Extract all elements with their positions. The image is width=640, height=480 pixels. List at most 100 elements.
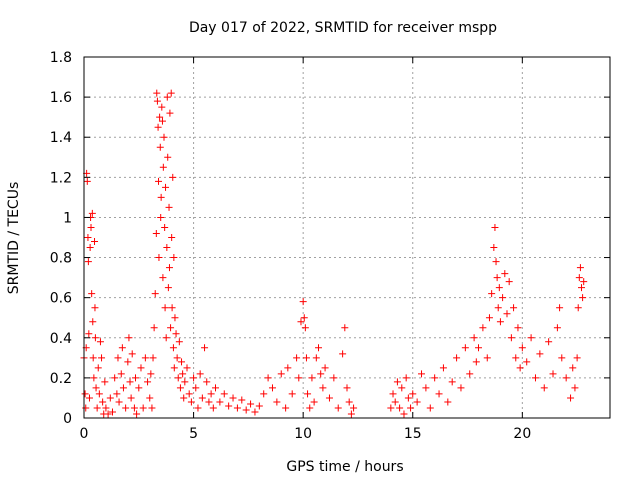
- data-point: [453, 354, 461, 362]
- data-point: [431, 374, 439, 382]
- data-point: [569, 364, 577, 372]
- data-point: [135, 384, 143, 392]
- data-point: [439, 364, 447, 372]
- data-point: [102, 404, 110, 412]
- data-point: [164, 153, 172, 161]
- data-point: [317, 370, 325, 378]
- x-axis-label: GPS time / hours: [286, 459, 403, 475]
- data-point: [154, 123, 162, 131]
- data-point: [312, 354, 320, 362]
- data-point: [573, 354, 581, 362]
- data-point: [466, 370, 474, 378]
- data-point: [304, 390, 312, 398]
- data-point: [492, 258, 500, 266]
- data-point: [124, 358, 132, 366]
- data-point: [162, 334, 170, 342]
- data-point: [170, 364, 178, 372]
- data-point: [181, 378, 189, 386]
- data-point: [229, 394, 237, 402]
- data-point: [496, 318, 504, 326]
- data-point: [393, 378, 401, 386]
- data-point: [173, 354, 181, 362]
- data-point: [161, 304, 169, 312]
- data-point: [91, 238, 99, 246]
- data-point: [556, 304, 564, 312]
- data-point: [540, 384, 548, 392]
- data-point: [141, 354, 149, 362]
- data-point: [132, 374, 140, 382]
- data-point: [133, 410, 141, 418]
- data-point: [549, 370, 557, 378]
- data-point: [158, 117, 166, 125]
- data-point: [187, 398, 195, 406]
- data-point: [146, 394, 154, 402]
- data-point: [268, 384, 276, 392]
- data-point: [260, 390, 268, 398]
- data-point: [153, 89, 161, 97]
- x-tick-label: 5: [189, 426, 198, 442]
- data-point: [553, 324, 561, 332]
- data-point: [545, 338, 553, 346]
- data-point: [209, 404, 217, 412]
- data-point: [404, 394, 412, 402]
- data-point: [155, 254, 163, 262]
- data-point: [162, 183, 170, 191]
- data-point: [192, 384, 200, 392]
- data-point: [180, 394, 188, 402]
- data-point: [167, 324, 175, 332]
- data-point: [170, 254, 178, 262]
- data-point: [580, 278, 588, 286]
- data-point: [168, 234, 176, 241]
- data-point: [523, 358, 531, 366]
- y-tick-label: 0.2: [50, 371, 72, 387]
- data-point: [119, 384, 127, 392]
- data-point: [166, 109, 174, 117]
- data-point: [407, 404, 415, 412]
- data-point: [156, 143, 164, 151]
- data-point: [185, 390, 193, 398]
- data-point: [144, 378, 152, 386]
- data-point: [153, 97, 161, 105]
- data-point: [155, 177, 163, 185]
- data-point: [216, 398, 224, 406]
- data-point: [514, 324, 522, 332]
- y-tick-label: 0.6: [50, 291, 72, 307]
- data-point: [308, 374, 316, 382]
- data-point: [495, 284, 503, 292]
- data-point: [160, 133, 168, 141]
- data-point: [284, 364, 292, 372]
- data-point: [315, 344, 323, 352]
- data-point: [85, 330, 93, 338]
- data-point: [139, 404, 147, 412]
- data-point: [169, 173, 177, 181]
- data-point: [171, 314, 179, 322]
- data-point: [435, 390, 443, 398]
- data-point: [341, 324, 349, 332]
- data-point: [106, 394, 114, 402]
- y-axis-label: SRMTID / TECUs: [6, 182, 22, 295]
- data-point: [183, 364, 191, 372]
- data-point: [148, 404, 156, 412]
- data-point: [293, 354, 301, 362]
- data-point: [558, 354, 566, 362]
- data-point: [400, 410, 408, 418]
- chart-title: Day 017 of 2022, SRMTID for receiver msp…: [189, 20, 497, 36]
- data-point: [507, 334, 515, 342]
- data-point: [576, 264, 584, 272]
- data-point: [302, 354, 310, 362]
- data-point: [91, 334, 99, 342]
- x-tick-label: 0: [80, 426, 89, 442]
- data-point: [84, 258, 92, 266]
- data-point: [299, 298, 307, 306]
- ticks: [83, 56, 610, 419]
- data-point: [491, 223, 499, 231]
- data-point: [118, 344, 126, 352]
- data-point: [479, 324, 487, 332]
- data-point: [201, 344, 209, 352]
- data-point: [398, 384, 406, 392]
- data-point: [282, 404, 290, 412]
- data-point: [306, 404, 314, 412]
- data-point: [122, 404, 130, 412]
- data-point: [402, 374, 410, 382]
